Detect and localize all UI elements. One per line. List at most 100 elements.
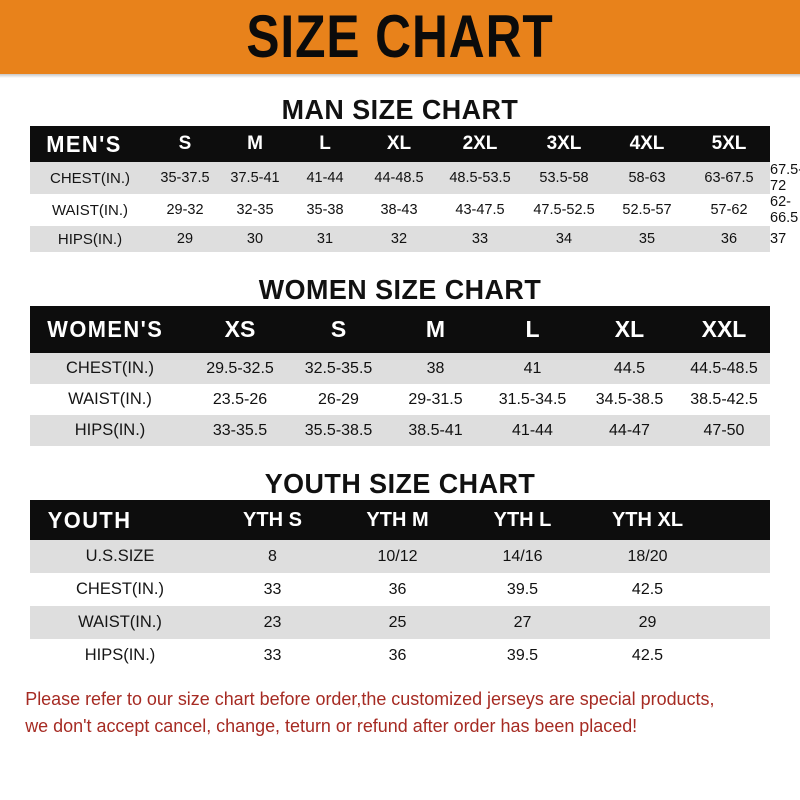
women-col-0: XS [224,316,256,342]
youth-cell-2-1: 25 [388,613,407,631]
youth-cell-3-3: 42.5 [631,646,664,664]
women-cell-0-4: 44.5 [613,359,646,377]
women-cell-1-3: 31.5-34.5 [498,390,567,408]
man-row-label-2: HIPS(IN.) [57,230,123,248]
women-cell-1-1: 26-29 [318,390,359,408]
women-col-5: XXL [701,316,747,342]
man-col-5: 3XL [546,133,582,154]
youth-cell-2-3: 29 [638,613,657,631]
man-cell-2-7: 36 [720,231,738,247]
youth-cell-0-0: 8 [268,547,277,565]
man-cell-0-1: 37.5-41 [230,170,280,186]
women-cell-2-3: 41-44 [512,421,553,439]
women-col-1: S [330,316,347,342]
youth-cell-1-3: 42.5 [631,580,664,598]
table-row: CHEST(IN.) 29.5-32.5 32.5-35.5 38 41 44.… [30,353,770,384]
man-cell-0-5: 53.5-58 [539,170,589,186]
women-row-label-0: CHEST(IN.) [66,359,154,377]
women-section-title: WOMEN SIZE CHART [258,274,542,305]
youth-row-label-1: CHEST(IN.) [76,580,164,598]
youth-cell-2-2: 27 [513,613,532,631]
table-row: U.S.SIZE 8 10/12 14/16 18/20 [30,540,770,573]
women-row-label-1: WAIST(IN.) [68,390,152,408]
youth-cell-0-2: 14/16 [502,547,543,565]
table-row: HIPS(IN.) 33-35.5 35.5-38.5 38.5-41 41-4… [30,415,770,446]
women-cell-2-1: 35.5-38.5 [304,421,373,439]
youth-row-label-3: HIPS(IN.) [84,646,156,664]
women-table-wrapper: WOMEN'S XS S M L XL XXL CHEST(IN.) 29.5-… [0,306,800,446]
youth-cell-0-1: 10/12 [377,547,418,565]
man-col-4: 2XL [462,133,498,154]
man-cell-2-4: 33 [471,231,489,247]
women-cell-0-5: 44.5-48.5 [690,359,758,377]
youth-cell-2-0: 23 [263,613,282,631]
man-table-body: CHEST(IN.) 35-37.5 37.5-41 41-44 44-48.5… [30,162,800,252]
women-row-header-label: WOMEN'S [47,316,164,342]
man-cell-1-5: 47.5-52.5 [533,202,595,218]
youth-cell-1-spacer [710,573,770,606]
youth-cell-1-0: 33 [263,580,282,598]
man-col-6: 4XL [629,133,665,154]
disclaimer-line-1: Please refer to our size chart before or… [25,688,715,709]
table-row: HIPS(IN.) 29 30 31 32 33 34 35 36 37 [30,226,786,252]
women-table-body: CHEST(IN.) 29.5-32.5 32.5-35.5 38 41 44.… [30,353,770,446]
youth-col-2: YTH L [493,508,552,531]
youth-cell-1-1: 36 [388,580,407,598]
disclaimer-note: Please refer to our size chart before or… [0,686,776,740]
women-cell-1-5: 38.5-42.5 [690,390,758,408]
man-cell-2-2: 31 [316,231,334,247]
man-cell-2-1: 30 [246,231,264,247]
youth-cell-1-2: 39.5 [506,580,539,598]
man-cell-2-6: 35 [638,231,656,247]
women-cell-0-1: 32.5-35.5 [304,359,373,377]
youth-cell-0-3: 18/20 [627,547,668,565]
man-cell-1-7: 57-62 [710,202,748,218]
man-cell-0-6: 58-63 [628,170,666,186]
man-cell-2-3: 32 [390,231,408,247]
youth-table-head: YOUTH YTH S YTH M YTH L YTH XL [30,500,770,540]
women-cell-0-0: 29.5-32.5 [206,359,274,377]
youth-cell-3-spacer [710,639,770,672]
man-col-1: M [247,133,263,154]
youth-row-label-2: WAIST(IN.) [78,613,162,631]
man-table-wrapper: MEN'S S M L XL 2XL 3XL 4XL 5XL 6XL CHEST… [0,126,800,252]
man-row-label-0: CHEST(IN.) [50,169,130,187]
table-row: WAIST(IN.) 23 25 27 29 [30,606,770,639]
man-cell-0-2: 41-44 [306,170,344,186]
man-size-table: MEN'S S M L XL 2XL 3XL 4XL 5XL 6XL CHEST… [30,126,800,252]
women-cell-1-2: 29-31.5 [408,390,463,408]
man-cell-0-0: 35-37.5 [160,170,210,186]
women-cell-2-4: 44-47 [609,421,650,439]
man-header-row: MEN'S S M L XL 2XL 3XL 4XL 5XL 6XL [30,126,800,162]
youth-col-1: YTH M [366,508,429,531]
man-row-label-1: WAIST(IN.) [51,201,129,219]
table-row: HIPS(IN.) 33 36 39.5 42.5 [30,639,770,672]
women-cell-1-4: 34.5-38.5 [595,390,664,408]
women-row-label-2: HIPS(IN.) [74,421,146,439]
table-row: CHEST(IN.) 33 36 39.5 42.5 [30,573,770,606]
man-cell-2-5: 34 [555,231,573,247]
page-title: SIZE CHART [246,3,554,71]
youth-table-body: U.S.SIZE 8 10/12 14/16 18/20 CHEST(IN.) … [30,540,770,672]
man-cell-1-6: 52.5-57 [622,202,672,218]
youth-section-title: YOUTH SIZE CHART [264,468,536,499]
youth-cell-3-0: 33 [263,646,282,664]
man-col-3: XL [386,133,412,154]
man-cell-1-0: 29-32 [166,202,204,218]
man-col-2: L [319,133,331,154]
man-cell-0-7: 63-67.5 [704,170,754,186]
women-col-3: L [525,316,540,342]
women-cell-1-0: 23.5-26 [212,390,268,408]
man-col-0: S [178,133,192,154]
youth-col-3: YTH XL [611,508,684,531]
table-row: WAIST(IN.) 23.5-26 26-29 29-31.5 31.5-34… [30,384,770,415]
youth-row-label-0: U.S.SIZE [85,547,155,565]
table-row: CHEST(IN.) 35-37.5 37.5-41 41-44 44-48.5… [30,162,800,194]
youth-cell-3-1: 36 [388,646,407,664]
man-cell-0-3: 44-48.5 [374,170,424,186]
women-col-4: XL [614,316,645,342]
women-col-2: M [425,316,446,342]
women-size-table: WOMEN'S XS S M L XL XXL CHEST(IN.) 29.5-… [30,306,770,446]
youth-col-0: YTH S [243,508,302,531]
man-cell-1-2: 35-38 [306,202,344,218]
